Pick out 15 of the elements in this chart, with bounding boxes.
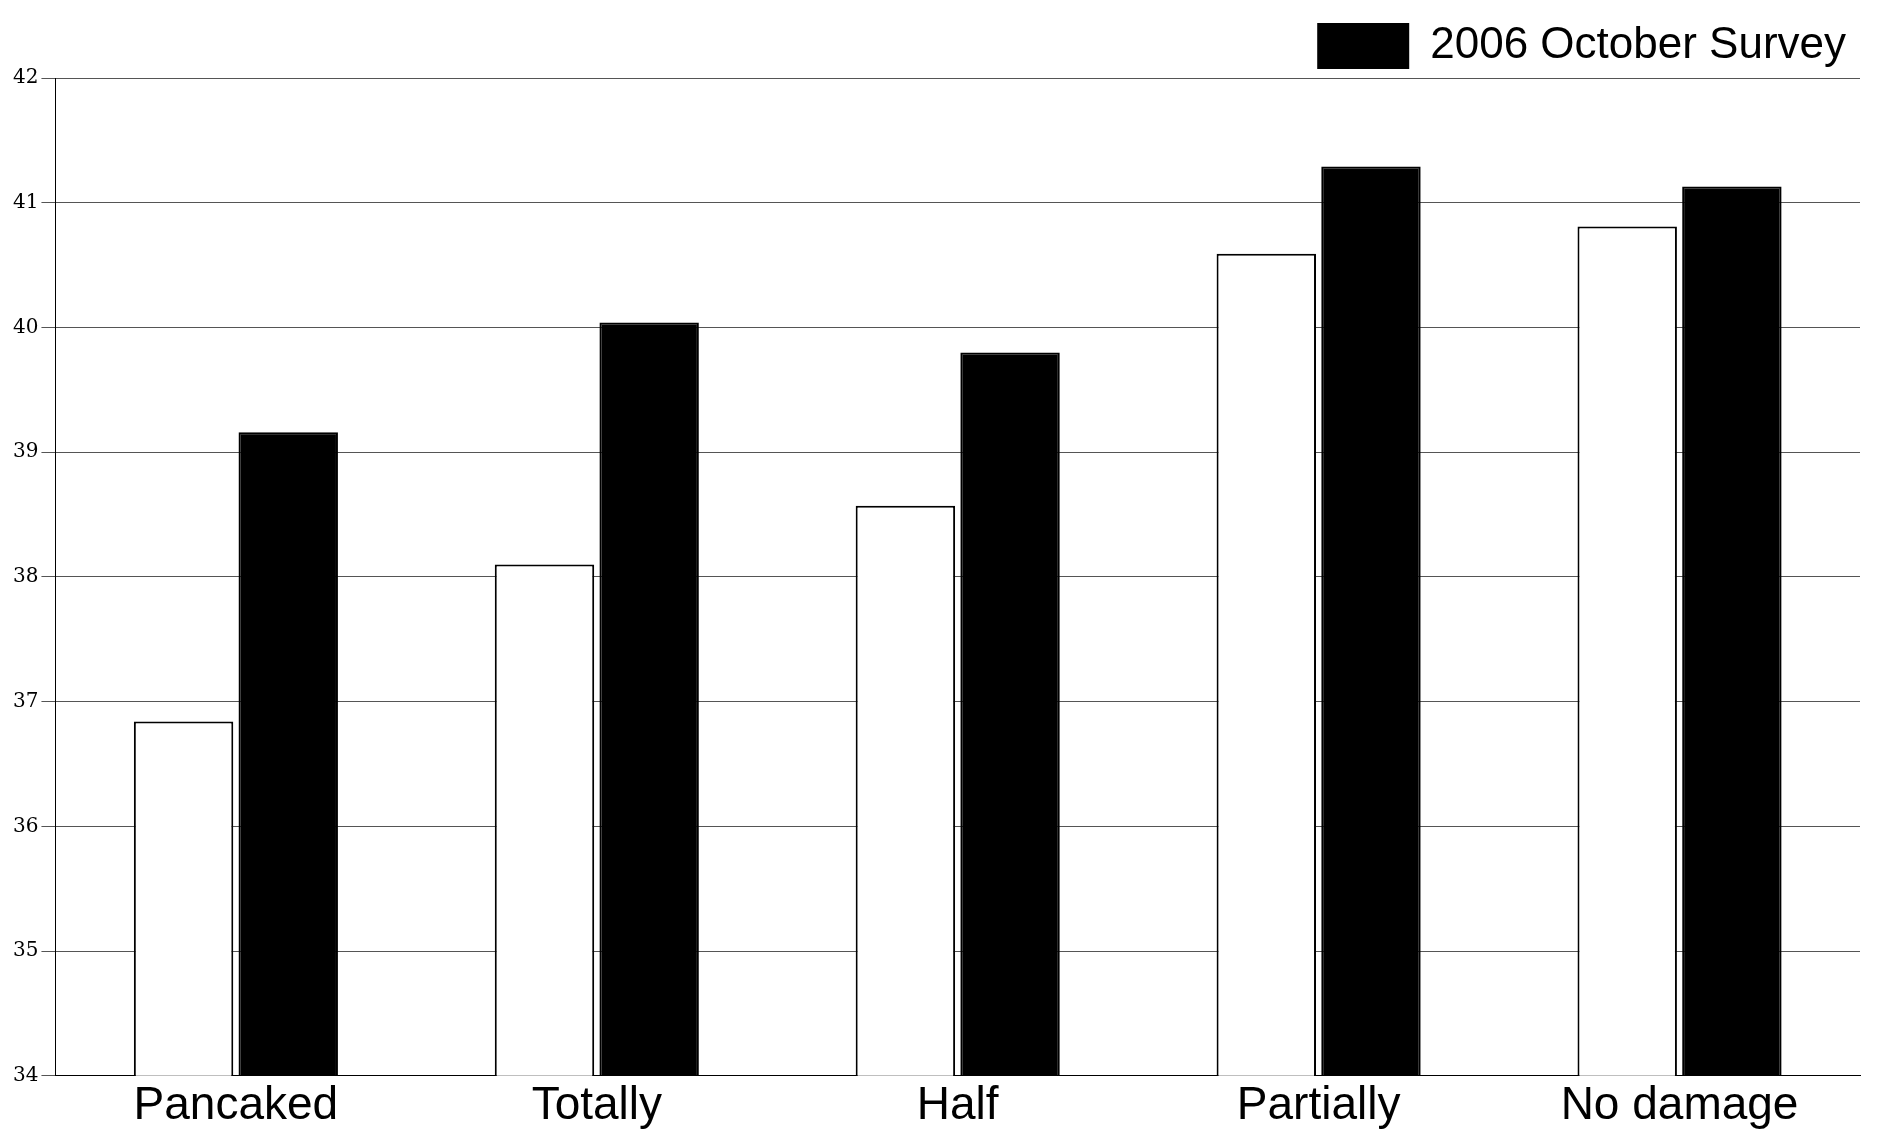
y-tick-label: 41 [13, 188, 39, 213]
y-tick-label: 34 [13, 1062, 39, 1086]
legend-label: 2006 October Survey [1430, 18, 1847, 68]
x-tick-label: Pancaked [133, 1077, 339, 1130]
x-tick-label: Half [916, 1077, 999, 1130]
y-tick-label: 37 [13, 687, 39, 712]
y-tick-label: 35 [13, 937, 39, 962]
y-tick-label: 40 [13, 313, 39, 338]
y-tick-label: 38 [13, 563, 39, 588]
x-tick-label: Totally [531, 1077, 663, 1130]
y-tick-label: 39 [13, 438, 39, 463]
x-tick-label: No damage [1560, 1077, 1799, 1130]
y-tick-label: 42 [13, 64, 39, 89]
y-tick-label: 36 [13, 812, 39, 837]
x-tick-label: Partially [1236, 1077, 1401, 1130]
